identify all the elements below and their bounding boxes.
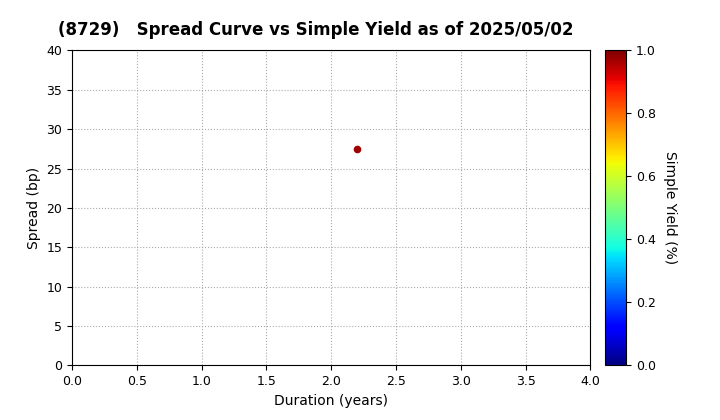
Point bbox=[351, 145, 363, 152]
Y-axis label: Spread (bp): Spread (bp) bbox=[27, 167, 41, 249]
Text: (8729)   Spread Curve vs Simple Yield as of 2025/05/02: (8729) Spread Curve vs Simple Yield as o… bbox=[58, 21, 573, 39]
X-axis label: Duration (years): Duration (years) bbox=[274, 394, 388, 408]
Y-axis label: Simple Yield (%): Simple Yield (%) bbox=[663, 151, 677, 265]
